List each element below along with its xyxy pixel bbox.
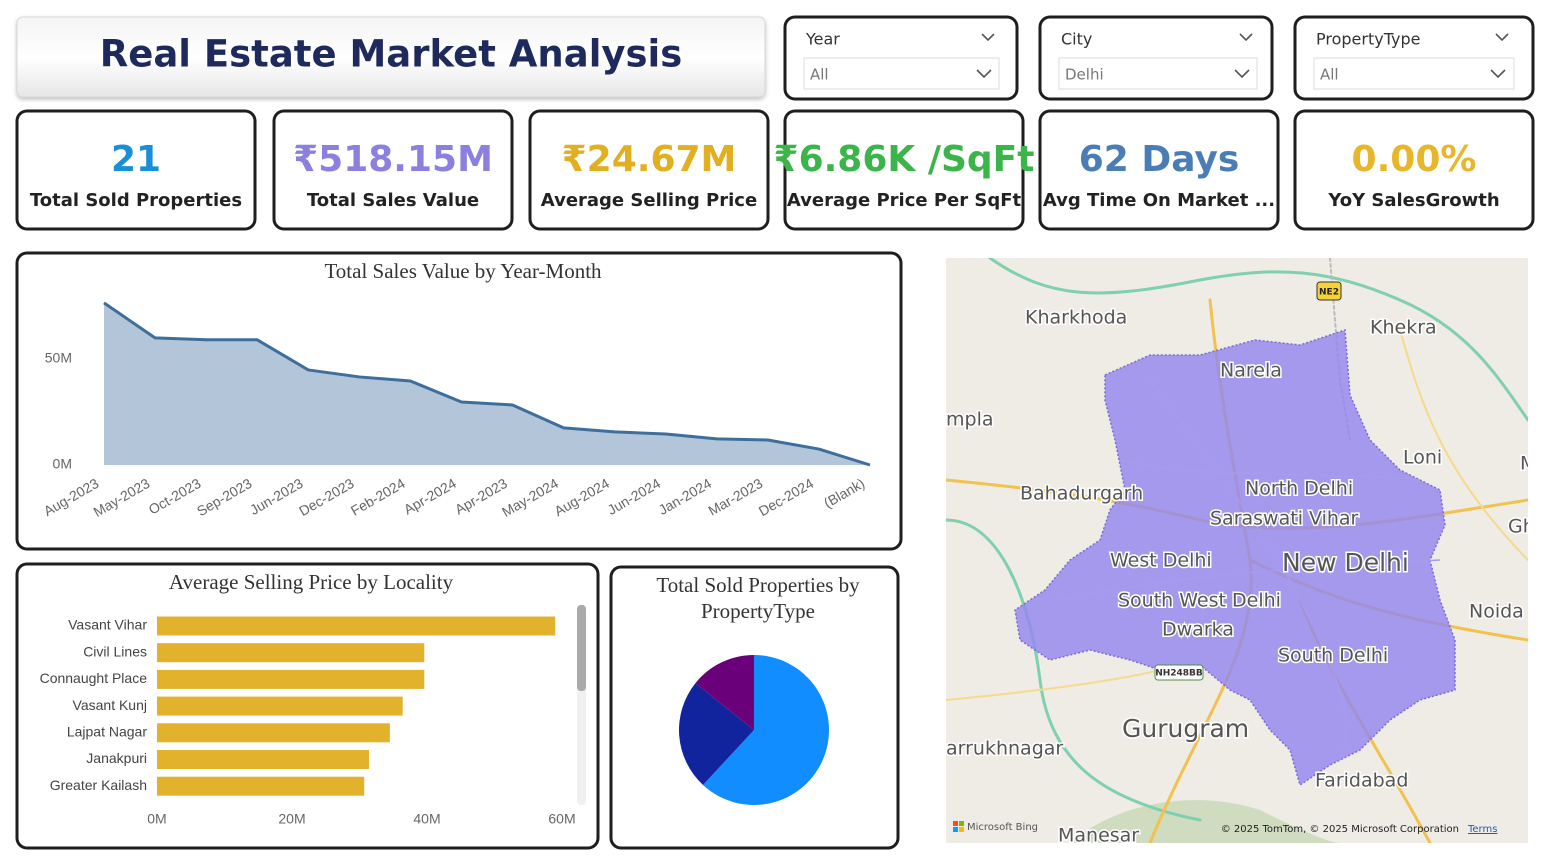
y-tick-label: Greater Kailash (50, 777, 147, 793)
pie-slice (702, 655, 830, 805)
map-label: mpla (946, 409, 994, 431)
map-label: West Delhi (1110, 550, 1212, 572)
y-tick-label: 50M (45, 350, 72, 366)
map-label: Bahadurgarh (1020, 483, 1143, 505)
slicer-dropdown[interactable] (1058, 57, 1258, 90)
kpi-label: Total Sold Properties (30, 190, 242, 211)
bing-logo (953, 821, 964, 832)
slicer[interactable]: Year All (783, 15, 1019, 101)
map-label: Gurugram (1122, 714, 1249, 743)
map-label: South Delhi (1278, 645, 1388, 667)
area-line (103, 301, 871, 467)
slicer[interactable]: City Delhi (1038, 15, 1274, 101)
map-terms-link[interactable]: Terms (1467, 824, 1497, 835)
bar (157, 723, 390, 743)
map-label: Kharkhoda (1025, 307, 1127, 329)
kpi-value: ₹24.67M (562, 139, 737, 180)
chart-title: Average Selling Price by Locality (169, 570, 454, 594)
map-label: Noida (1469, 601, 1524, 623)
y-tick-label: Janakpuri (86, 750, 147, 766)
map-label: Khekra (1370, 317, 1437, 339)
map-logo-text: Microsoft Bing (967, 822, 1038, 833)
bar (157, 616, 556, 636)
chart-title: Total Sold Properties by PropertyType (656, 573, 860, 623)
kpi-label: Average Price Per SqFt (787, 190, 1022, 211)
kpi-card: 62 Days Avg Time On Market ... (1038, 109, 1280, 231)
map-label: Dwarka (1162, 619, 1234, 641)
kpi-card: ₹24.67M Average Selling Price (528, 109, 770, 231)
x-tick-label: 40M (413, 811, 440, 827)
kpi-card: ₹518.15M Total Sales Value (272, 109, 514, 231)
bar (157, 696, 403, 716)
y-tick-label: Civil Lines (83, 643, 147, 659)
map-label: Faridabad (1315, 770, 1408, 792)
road-badge (1316, 281, 1342, 301)
dashboard-title: Real Estate Market Analysis (100, 33, 683, 76)
city-region[interactable] (1014, 328, 1456, 787)
kpi-value: ₹6.86K /SqFt (774, 139, 1035, 180)
y-tick-label: Vasant Kunj (73, 697, 147, 713)
slicer-value: All (1320, 66, 1339, 84)
road-badge (1154, 664, 1204, 681)
map-label: South West Delhi (1118, 590, 1281, 612)
slicer-dropdown[interactable] (803, 57, 1000, 90)
chart-title: Total Sales Value by Year-Month (324, 259, 602, 283)
map-label: Narela (1220, 360, 1282, 382)
x-tick-label: 20M (278, 811, 305, 827)
pie-slice (679, 683, 754, 785)
road-badge-label: NE2 (1319, 288, 1339, 298)
slicer-dropdown[interactable] (1313, 57, 1515, 90)
map[interactable]: Kharkhoda Khekra Narela mpla Loni M Baha… (946, 258, 1550, 847)
kpi-value: ₹518.15M (293, 139, 493, 180)
bar (157, 669, 425, 689)
kpi-card: 0.00% YoY SalesGrowth (1293, 109, 1535, 231)
kpi-value: 62 Days (1079, 139, 1240, 180)
header-card (16, 16, 766, 98)
map-label: M (1520, 453, 1536, 475)
bar (157, 643, 425, 663)
map-label: arrukhnagar (946, 738, 1063, 760)
scrollbar-thumb[interactable] (577, 605, 586, 691)
y-tick-label: Vasant Vihar (68, 617, 147, 633)
kpi-label: YoY SalesGrowth (1327, 190, 1499, 211)
slicer-label: Year (805, 30, 840, 49)
map-label: North Delhi (1245, 478, 1353, 500)
road-badge-label: NH248BB (1155, 669, 1203, 679)
area-fill (104, 302, 870, 465)
kpi-label: Average Selling Price (541, 190, 757, 211)
kpi-card: ₹6.86K /SqFt Average Price Per SqFt (774, 109, 1035, 231)
x-tick-label: 0M (147, 811, 166, 827)
slicer-label: City (1061, 30, 1092, 49)
slicer-value: All (810, 66, 829, 84)
kpi-value: 21 (111, 139, 161, 180)
y-tick-label: Lajpat Nagar (67, 724, 148, 740)
y-tick-label: 0M (53, 456, 72, 472)
map-label: Saraswati Vihar (1210, 508, 1359, 530)
map-label: New Delhi (1282, 548, 1409, 577)
slicer-value: Delhi (1065, 66, 1104, 84)
bar (157, 750, 369, 769)
kpi-value: 0.00% (1352, 139, 1477, 180)
pie-slice (695, 655, 754, 730)
slicer[interactable]: PropertyType All (1293, 15, 1535, 101)
x-tick-label: 60M (548, 811, 575, 827)
map-label: Ghaz (1508, 516, 1550, 538)
map-label: Loni (1403, 447, 1442, 469)
kpi-card: 21 Total Sold Properties (15, 109, 257, 231)
y-tick-label: Connaught Place (40, 670, 148, 686)
map-copyright: © 2025 TomTom, © 2025 Microsoft Corporat… (1221, 824, 1459, 835)
kpi-label: Total Sales Value (307, 190, 479, 211)
kpi-label: Avg Time On Market ... (1043, 190, 1275, 211)
slicer-label: PropertyType (1316, 30, 1420, 49)
bar (157, 776, 365, 796)
map-label: Manesar (1058, 825, 1139, 847)
